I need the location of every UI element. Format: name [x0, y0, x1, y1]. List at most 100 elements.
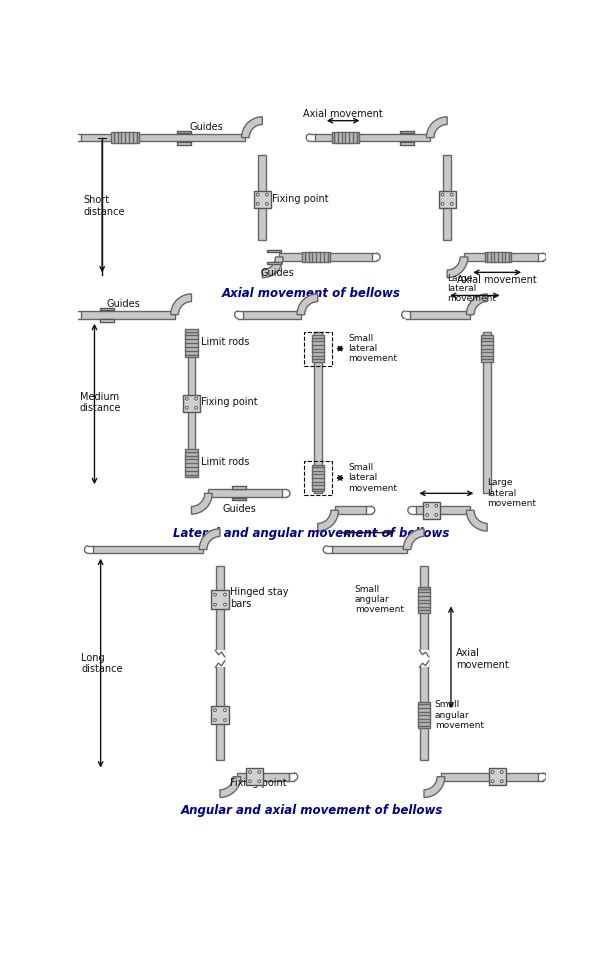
Bar	[483, 332, 491, 493]
Bar	[311, 360, 324, 362]
Bar	[311, 336, 324, 337]
Wedge shape	[192, 493, 212, 514]
Bar	[246, 768, 263, 785]
Text: Small
angular
movement: Small angular movement	[435, 700, 484, 730]
Bar	[487, 251, 509, 262]
Bar	[334, 507, 366, 514]
Text: Axial movement of bellows: Axial movement of bellows	[222, 287, 401, 300]
Bar	[216, 567, 224, 760]
Text: Angular and axial movement of bellows: Angular and axial movement of bellows	[181, 804, 443, 817]
Text: Large
lateral
movement: Large lateral movement	[487, 479, 536, 509]
Bar	[177, 131, 191, 133]
Bar	[489, 768, 506, 785]
Bar	[114, 132, 137, 143]
Bar	[81, 310, 174, 318]
Bar	[185, 450, 198, 452]
Bar	[418, 702, 430, 704]
Text: Axial movement: Axial movement	[303, 109, 383, 120]
Bar	[267, 250, 281, 252]
Bar	[481, 336, 493, 337]
Circle shape	[257, 202, 259, 205]
Circle shape	[441, 193, 444, 196]
Wedge shape	[318, 511, 339, 531]
Text: Axial movement: Axial movement	[457, 275, 537, 285]
Text: Small
lateral
movement: Small lateral movement	[348, 334, 398, 364]
Circle shape	[451, 202, 453, 205]
Bar	[279, 253, 371, 261]
Circle shape	[224, 593, 226, 596]
Bar	[100, 308, 114, 310]
Circle shape	[258, 780, 261, 782]
Bar	[357, 132, 359, 143]
Bar	[93, 545, 203, 553]
Bar	[177, 142, 191, 144]
Text: Hinged stay
bars: Hinged stay bars	[230, 587, 288, 609]
Circle shape	[224, 603, 226, 606]
Wedge shape	[262, 257, 283, 278]
Bar	[485, 251, 487, 262]
Bar	[420, 651, 429, 667]
Circle shape	[185, 397, 188, 400]
Wedge shape	[297, 294, 318, 314]
Circle shape	[224, 718, 226, 721]
Bar	[481, 337, 493, 360]
Bar	[185, 330, 198, 332]
Circle shape	[435, 513, 438, 516]
Bar	[232, 498, 246, 500]
Wedge shape	[241, 117, 262, 137]
Circle shape	[500, 771, 503, 774]
Circle shape	[435, 505, 438, 507]
Bar	[418, 587, 430, 589]
Bar	[209, 489, 282, 497]
Circle shape	[224, 709, 226, 712]
Circle shape	[500, 780, 503, 782]
Wedge shape	[171, 294, 192, 314]
Wedge shape	[199, 529, 220, 549]
Wedge shape	[466, 511, 487, 531]
Bar	[311, 488, 324, 491]
Bar	[410, 310, 470, 318]
Text: Small
angular
movement: Small angular movement	[354, 585, 404, 614]
Bar	[331, 545, 407, 553]
Bar	[267, 261, 281, 264]
Text: Fixing point: Fixing point	[201, 396, 258, 407]
Text: Short
distance: Short distance	[84, 195, 125, 217]
Circle shape	[426, 513, 429, 516]
Bar	[418, 726, 430, 728]
Bar	[304, 461, 331, 495]
Bar	[243, 310, 301, 318]
Bar	[302, 251, 305, 262]
Wedge shape	[220, 777, 241, 798]
Bar	[464, 253, 538, 261]
Bar	[258, 155, 266, 240]
Bar	[400, 131, 414, 133]
Circle shape	[426, 505, 429, 507]
Bar	[215, 651, 224, 667]
Text: Long
distance: Long distance	[81, 653, 123, 674]
Circle shape	[451, 193, 453, 196]
Bar	[509, 251, 511, 262]
Text: Small
lateral
movement: Small lateral movement	[348, 463, 398, 493]
Circle shape	[249, 780, 252, 782]
Bar	[314, 332, 322, 493]
Text: Large
lateral
movement: Large lateral movement	[447, 274, 496, 304]
Bar	[237, 773, 289, 780]
Bar	[328, 251, 330, 262]
Circle shape	[213, 709, 216, 712]
Circle shape	[266, 193, 268, 196]
Bar	[331, 132, 334, 143]
Text: Fixing point: Fixing point	[230, 778, 286, 788]
Bar	[111, 132, 114, 143]
Circle shape	[441, 202, 444, 205]
Bar	[304, 332, 331, 366]
Text: Guides: Guides	[189, 122, 223, 132]
Bar	[254, 190, 271, 208]
Circle shape	[249, 771, 252, 774]
Bar	[481, 360, 493, 362]
Circle shape	[258, 771, 261, 774]
Bar	[211, 591, 229, 609]
Bar	[185, 355, 198, 357]
Bar	[311, 337, 324, 360]
Bar	[185, 452, 198, 475]
Text: Medium
distance: Medium distance	[80, 392, 122, 413]
